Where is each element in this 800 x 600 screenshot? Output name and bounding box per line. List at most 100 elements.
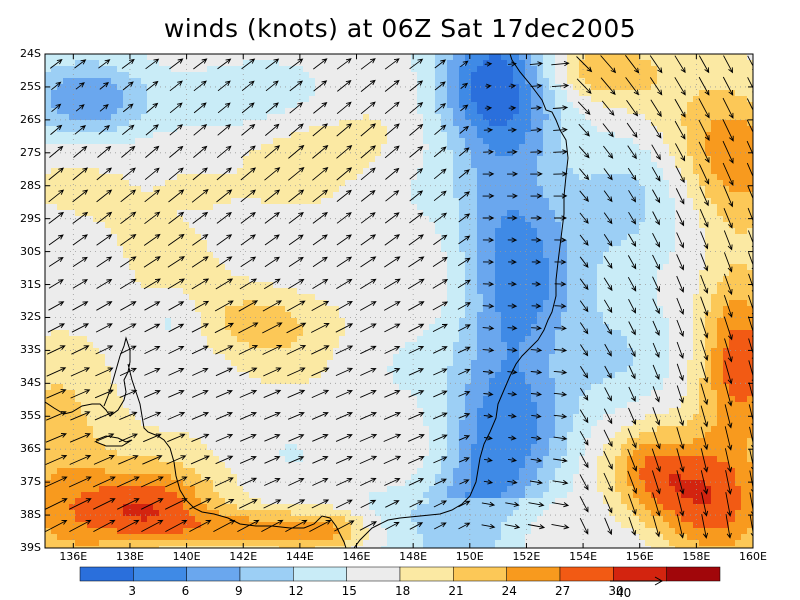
field-cell	[549, 66, 556, 73]
field-cell	[369, 60, 376, 67]
field-cell	[543, 258, 550, 265]
field-cell	[471, 138, 478, 145]
field-cell	[309, 84, 316, 91]
field-cell	[93, 198, 100, 205]
field-cell	[321, 240, 328, 247]
field-cell	[207, 66, 214, 73]
field-cell	[375, 138, 382, 145]
field-cell	[729, 138, 736, 145]
field-cell	[465, 72, 472, 79]
field-cell	[189, 114, 196, 121]
field-cell	[351, 246, 358, 253]
field-cell	[327, 252, 334, 259]
field-cell	[201, 54, 208, 61]
field-cell	[375, 156, 382, 163]
field-cell	[165, 186, 172, 193]
field-cell	[681, 102, 688, 109]
field-cell	[735, 90, 742, 97]
field-cell	[711, 192, 718, 199]
field-cell	[501, 300, 508, 307]
field-cell	[381, 246, 388, 253]
field-cell	[123, 276, 130, 283]
field-cell	[699, 222, 706, 229]
field-cell	[105, 102, 112, 109]
field-cell	[375, 60, 382, 67]
field-cell	[525, 60, 532, 67]
field-cell	[261, 72, 268, 79]
field-cell	[99, 156, 106, 163]
field-cell	[387, 270, 394, 277]
field-cell	[477, 210, 484, 217]
field-cell	[195, 240, 202, 247]
field-cell	[309, 300, 316, 307]
field-cell	[591, 186, 598, 193]
field-cell	[75, 114, 82, 121]
field-cell	[525, 282, 532, 289]
field-cell	[519, 264, 526, 271]
field-cell	[519, 198, 526, 205]
field-cell	[537, 102, 544, 109]
field-cell	[261, 210, 268, 217]
field-cell	[453, 240, 460, 247]
field-cell	[393, 228, 400, 235]
field-cell	[255, 294, 262, 301]
field-cell	[471, 54, 478, 61]
field-cell	[69, 114, 76, 121]
field-cell	[225, 288, 232, 295]
field-cell	[519, 54, 526, 61]
field-cell	[195, 90, 202, 97]
field-cell	[93, 186, 100, 193]
field-cell	[129, 222, 136, 229]
field-cell	[591, 252, 598, 259]
field-cell	[309, 78, 316, 85]
field-cell	[231, 204, 238, 211]
field-cell	[573, 180, 580, 187]
field-cell	[327, 60, 334, 67]
field-cell	[309, 276, 316, 283]
field-cell	[459, 264, 466, 271]
field-cell	[171, 90, 178, 97]
field-cell	[225, 156, 232, 163]
field-cell	[249, 138, 256, 145]
field-cell	[63, 180, 70, 187]
field-cell	[111, 90, 118, 97]
field-cell	[99, 108, 106, 115]
field-cell	[663, 156, 670, 163]
field-cell	[519, 210, 526, 217]
field-cell	[195, 252, 202, 259]
field-cell	[345, 240, 352, 247]
field-cell	[615, 234, 622, 241]
field-cell	[123, 252, 130, 259]
field-cell	[579, 210, 586, 217]
field-cell	[291, 72, 298, 79]
field-cell	[309, 192, 316, 199]
field-cell	[477, 60, 484, 67]
field-cell	[699, 162, 706, 169]
field-cell	[279, 72, 286, 79]
field-cell	[213, 210, 220, 217]
field-cell	[513, 108, 520, 115]
field-cell	[657, 240, 664, 247]
field-cell	[159, 216, 166, 223]
field-cell	[651, 108, 658, 115]
field-cell	[201, 186, 208, 193]
field-cell	[369, 258, 376, 265]
field-cell	[267, 186, 274, 193]
field-cell	[633, 96, 640, 103]
field-cell	[729, 192, 736, 199]
field-cell	[321, 90, 328, 97]
field-cell	[123, 90, 130, 97]
field-cell	[579, 102, 586, 109]
field-cell	[393, 66, 400, 73]
field-cell	[639, 276, 646, 283]
field-cell	[99, 174, 106, 181]
field-cell	[99, 78, 106, 85]
field-cell	[219, 156, 226, 163]
field-cell	[603, 240, 610, 247]
field-cell	[87, 186, 94, 193]
field-cell	[471, 102, 478, 109]
field-cell	[657, 114, 664, 121]
field-cell	[231, 192, 238, 199]
field-cell	[501, 234, 508, 241]
field-cell	[261, 96, 268, 103]
